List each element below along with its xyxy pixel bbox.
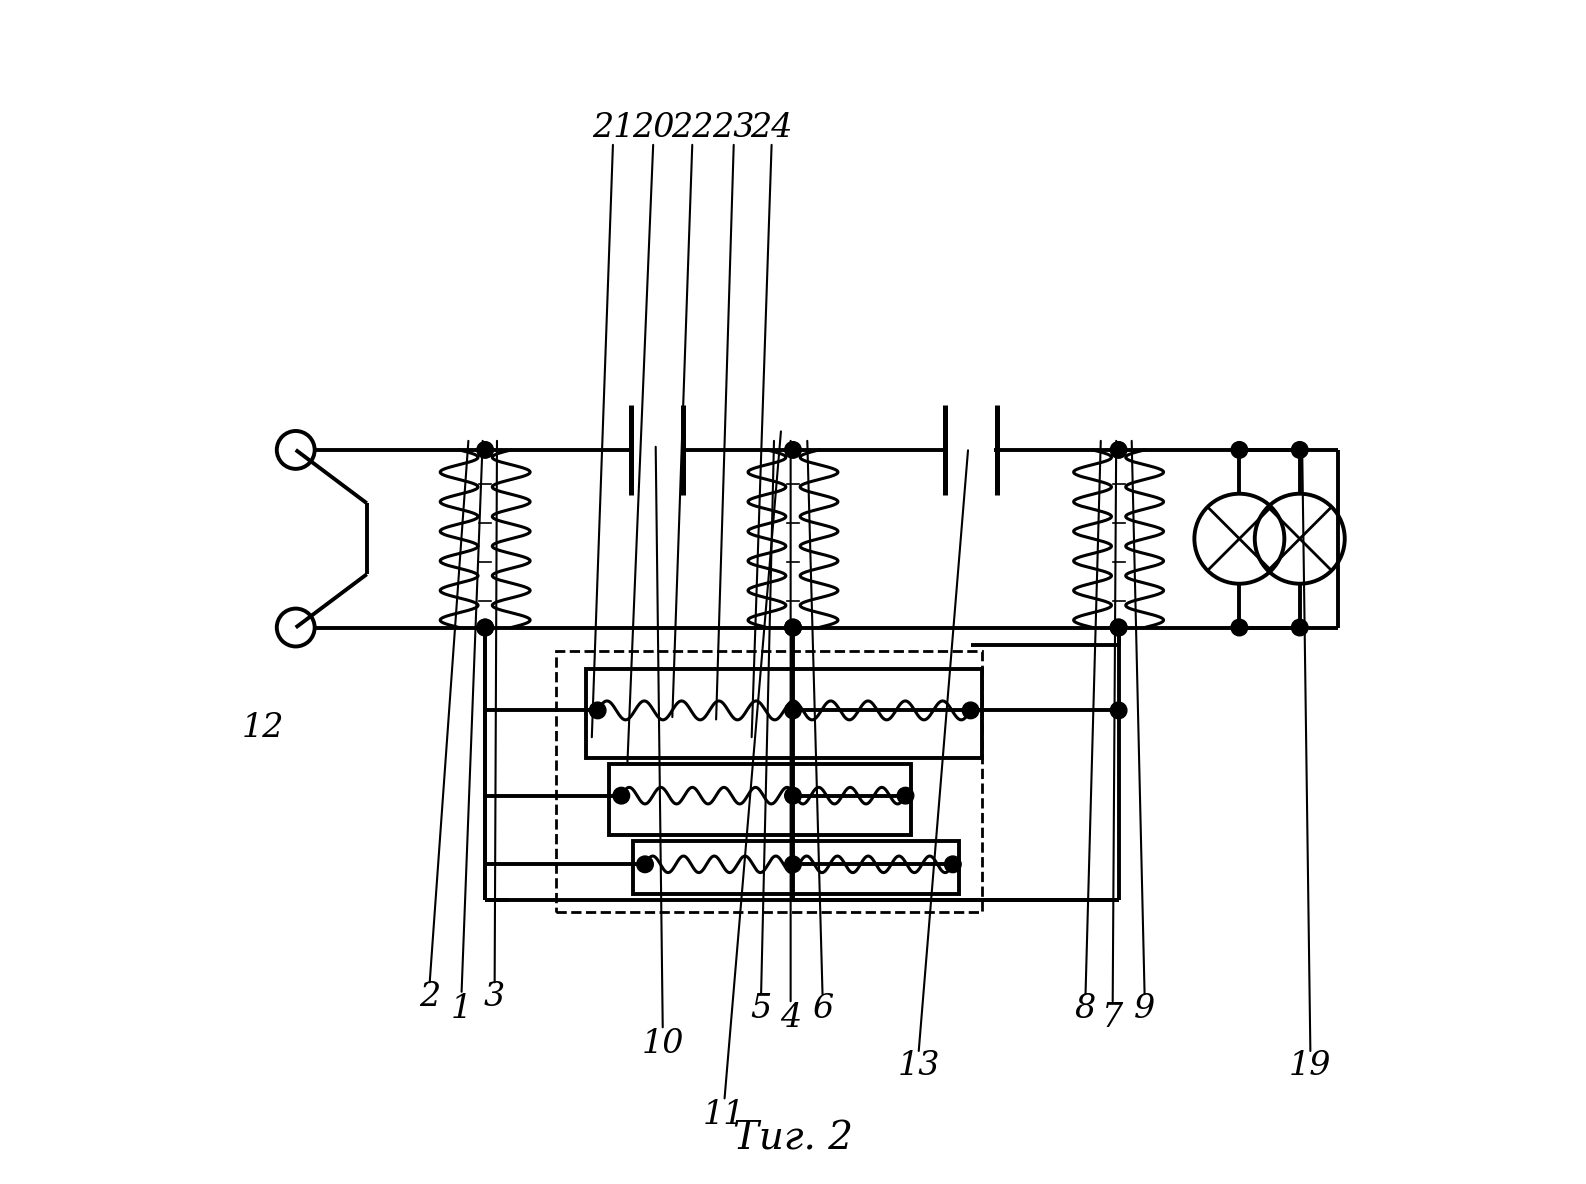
Text: 1: 1	[450, 992, 473, 1025]
Text: 11: 11	[703, 1099, 745, 1132]
Circle shape	[1110, 619, 1128, 636]
Text: 5: 5	[750, 992, 772, 1025]
Text: 19: 19	[1289, 1049, 1332, 1082]
Text: 12: 12	[241, 712, 284, 745]
Bar	[585, 669, 982, 758]
Circle shape	[636, 856, 653, 873]
Bar	[633, 841, 960, 894]
Text: 13: 13	[898, 1049, 940, 1082]
Circle shape	[1291, 619, 1308, 636]
Text: 3: 3	[484, 980, 506, 1014]
Circle shape	[477, 619, 493, 636]
Bar	[609, 764, 912, 835]
Circle shape	[785, 442, 801, 458]
Text: 20: 20	[633, 111, 674, 144]
Text: Τиг. 2: Τиг. 2	[733, 1120, 853, 1158]
Circle shape	[945, 856, 961, 873]
Text: 24: 24	[750, 111, 793, 144]
Text: 21: 21	[592, 111, 634, 144]
Text: 6: 6	[812, 992, 833, 1025]
Circle shape	[1110, 619, 1128, 636]
Circle shape	[785, 619, 801, 636]
Circle shape	[898, 787, 914, 804]
Circle shape	[1231, 619, 1248, 636]
Circle shape	[477, 619, 493, 636]
Circle shape	[963, 702, 979, 719]
Text: 10: 10	[641, 1028, 684, 1061]
Circle shape	[785, 787, 801, 804]
Text: 23: 23	[712, 111, 755, 144]
Circle shape	[1231, 442, 1248, 458]
Circle shape	[477, 442, 493, 458]
Text: 22: 22	[671, 111, 714, 144]
Text: 8: 8	[1075, 992, 1096, 1025]
Circle shape	[590, 702, 606, 719]
Circle shape	[1110, 702, 1128, 719]
Text: 4: 4	[780, 1002, 801, 1035]
Circle shape	[785, 702, 801, 719]
Circle shape	[1110, 442, 1128, 458]
Text: 2: 2	[419, 980, 441, 1014]
Circle shape	[614, 787, 630, 804]
Text: 7: 7	[1102, 1002, 1123, 1035]
Circle shape	[785, 619, 801, 636]
Bar	[557, 651, 982, 912]
Circle shape	[785, 856, 801, 873]
Circle shape	[1291, 442, 1308, 458]
Text: 9: 9	[1134, 992, 1155, 1025]
